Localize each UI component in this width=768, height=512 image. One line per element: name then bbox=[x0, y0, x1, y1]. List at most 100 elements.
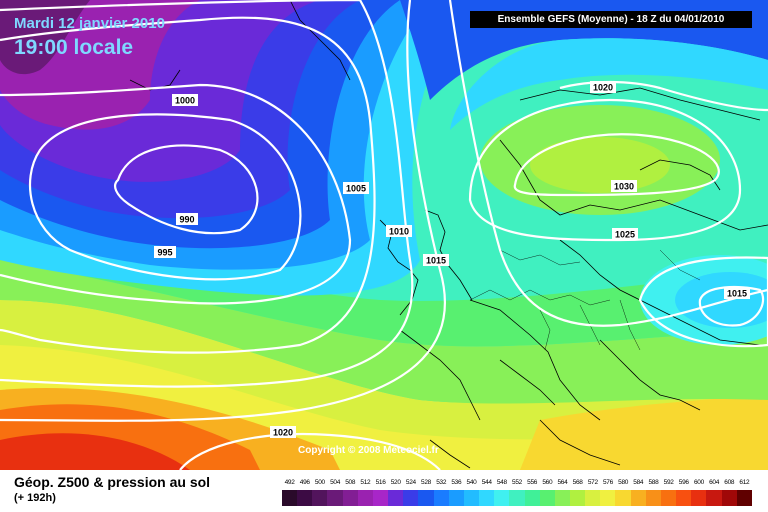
svg-text:990: 990 bbox=[179, 215, 194, 225]
isobar-1000 bbox=[0, 83, 352, 305]
svg-text:1015: 1015 bbox=[727, 289, 747, 299]
legend-value: 564 bbox=[557, 479, 568, 486]
svg-text:1000: 1000 bbox=[175, 96, 195, 106]
legend-value: 552 bbox=[512, 479, 522, 486]
legend-value: 576 bbox=[602, 479, 613, 486]
legend-value: 580 bbox=[618, 479, 629, 486]
legend-swatch bbox=[600, 490, 616, 506]
isobar-label-1020-north: 1020 bbox=[590, 81, 616, 93]
isobar-label-1015: 1015 bbox=[423, 254, 449, 266]
isobar-label-1010: 1010 bbox=[386, 225, 412, 237]
legend-value: 596 bbox=[678, 479, 689, 486]
legend-value: 560 bbox=[542, 479, 553, 486]
isobar-1020-top bbox=[559, 80, 768, 112]
legend-value: 516 bbox=[375, 479, 386, 486]
legend-value: 520 bbox=[390, 479, 401, 486]
isobar-1030 bbox=[513, 133, 720, 197]
svg-text:1020: 1020 bbox=[273, 428, 293, 438]
legend-swatch bbox=[691, 490, 707, 506]
field-band-lightgreen bbox=[0, 225, 768, 347]
legend-swatch bbox=[312, 490, 328, 506]
legend-swatch bbox=[418, 490, 434, 506]
isobar-label-990: 990 bbox=[176, 213, 198, 225]
legend-swatch bbox=[403, 490, 419, 506]
model-run-label: Ensemble GEFS (Moyenne) - 18 Z du 04/01/… bbox=[470, 11, 752, 28]
legend-swatch bbox=[585, 490, 601, 506]
isobar-label-1025: 1025 bbox=[612, 228, 638, 240]
geopotential-map: 1000 990 995 1005 1010 bbox=[0, 0, 768, 470]
legend-swatch bbox=[554, 490, 570, 506]
forecast-date: Mardi 12 janvier 2010 bbox=[14, 15, 165, 32]
legend-value: 508 bbox=[345, 479, 356, 486]
legend-swatch bbox=[645, 490, 661, 506]
isobar-1015-east bbox=[698, 285, 765, 327]
legend-swatch bbox=[615, 490, 631, 506]
legend-value: 544 bbox=[481, 479, 492, 486]
legend-swatch bbox=[479, 490, 495, 506]
legend-swatch bbox=[433, 490, 449, 506]
isobar-1020-west bbox=[179, 432, 441, 470]
isobar-1025 bbox=[468, 98, 742, 242]
legend-swatch bbox=[282, 490, 298, 506]
field-low-east-core bbox=[675, 272, 768, 328]
legend-value: 568 bbox=[572, 479, 583, 486]
legend-swatch bbox=[706, 490, 722, 506]
isobar-1015 bbox=[0, 0, 446, 422]
isobar-1010 bbox=[0, 0, 414, 388]
svg-text:1020: 1020 bbox=[593, 83, 613, 93]
svg-text:1025: 1025 bbox=[615, 230, 635, 240]
legend-swatch bbox=[721, 490, 737, 506]
legend-swatch bbox=[342, 490, 358, 506]
field-band-darkpurple bbox=[0, 0, 90, 75]
svg-text:995: 995 bbox=[157, 248, 172, 258]
legend-swatch bbox=[357, 490, 373, 506]
field-high-core bbox=[530, 137, 670, 193]
legend-value: 600 bbox=[693, 479, 704, 486]
legend-swatch bbox=[569, 490, 586, 506]
legend-panel: Géop. Z500 & pression au sol (+ 192h) 49… bbox=[0, 470, 768, 512]
legend-value: 524 bbox=[405, 479, 416, 486]
isobar-label-1030: 1030 bbox=[611, 180, 637, 192]
isobar-995 bbox=[28, 113, 302, 281]
isobar-label-995: 995 bbox=[154, 246, 176, 258]
legend-value: 608 bbox=[724, 479, 735, 486]
legend-swatch bbox=[297, 490, 313, 506]
legend-swatch bbox=[736, 490, 752, 506]
legend-value: 540 bbox=[466, 479, 477, 486]
legend-swatch bbox=[388, 490, 404, 506]
legend-swatch bbox=[463, 490, 480, 506]
field-band-north-lightblue bbox=[450, 38, 768, 130]
legend-value: 532 bbox=[436, 479, 447, 486]
legend-value: 592 bbox=[663, 479, 674, 486]
legend-value: 548 bbox=[496, 479, 507, 486]
legend-value: 504 bbox=[330, 479, 341, 486]
forecast-time: 19:00 locale bbox=[14, 36, 134, 59]
isobar-1020-east bbox=[638, 256, 768, 348]
isobar-label-1000: 1000 bbox=[172, 94, 198, 106]
legend-value: 604 bbox=[709, 479, 720, 486]
legend-value: 588 bbox=[648, 479, 659, 486]
isobar-label-1005: 1005 bbox=[343, 182, 369, 194]
legend-swatch bbox=[494, 490, 510, 506]
legend-swatch bbox=[660, 490, 677, 506]
legend-swatch bbox=[327, 490, 343, 506]
isobars bbox=[0, 0, 768, 470]
legend-value: 500 bbox=[314, 479, 325, 486]
legend-value: 528 bbox=[421, 479, 431, 486]
legend-swatch bbox=[372, 490, 389, 506]
isobar-1005 bbox=[0, 16, 376, 354]
legend-value: 584 bbox=[633, 479, 644, 486]
legend-swatch bbox=[539, 490, 555, 506]
svg-text:1015: 1015 bbox=[426, 256, 446, 266]
legend-swatch bbox=[509, 490, 525, 506]
legend-swatch bbox=[448, 490, 464, 506]
isobar-990 bbox=[114, 144, 259, 235]
legend-swatch bbox=[676, 490, 692, 506]
chart-subtitle: (+ 192h) bbox=[14, 492, 56, 504]
isobar-label-1015-east: 1015 bbox=[724, 287, 750, 299]
legend-labels: 492 496 500 504 508 512 516 520 524 528 532 536 540 5… bbox=[282, 479, 752, 489]
field-band-green bbox=[0, 260, 768, 404]
svg-text:1030: 1030 bbox=[614, 182, 634, 192]
isobar-labels: 1000 990 995 1005 1010 bbox=[154, 81, 750, 438]
